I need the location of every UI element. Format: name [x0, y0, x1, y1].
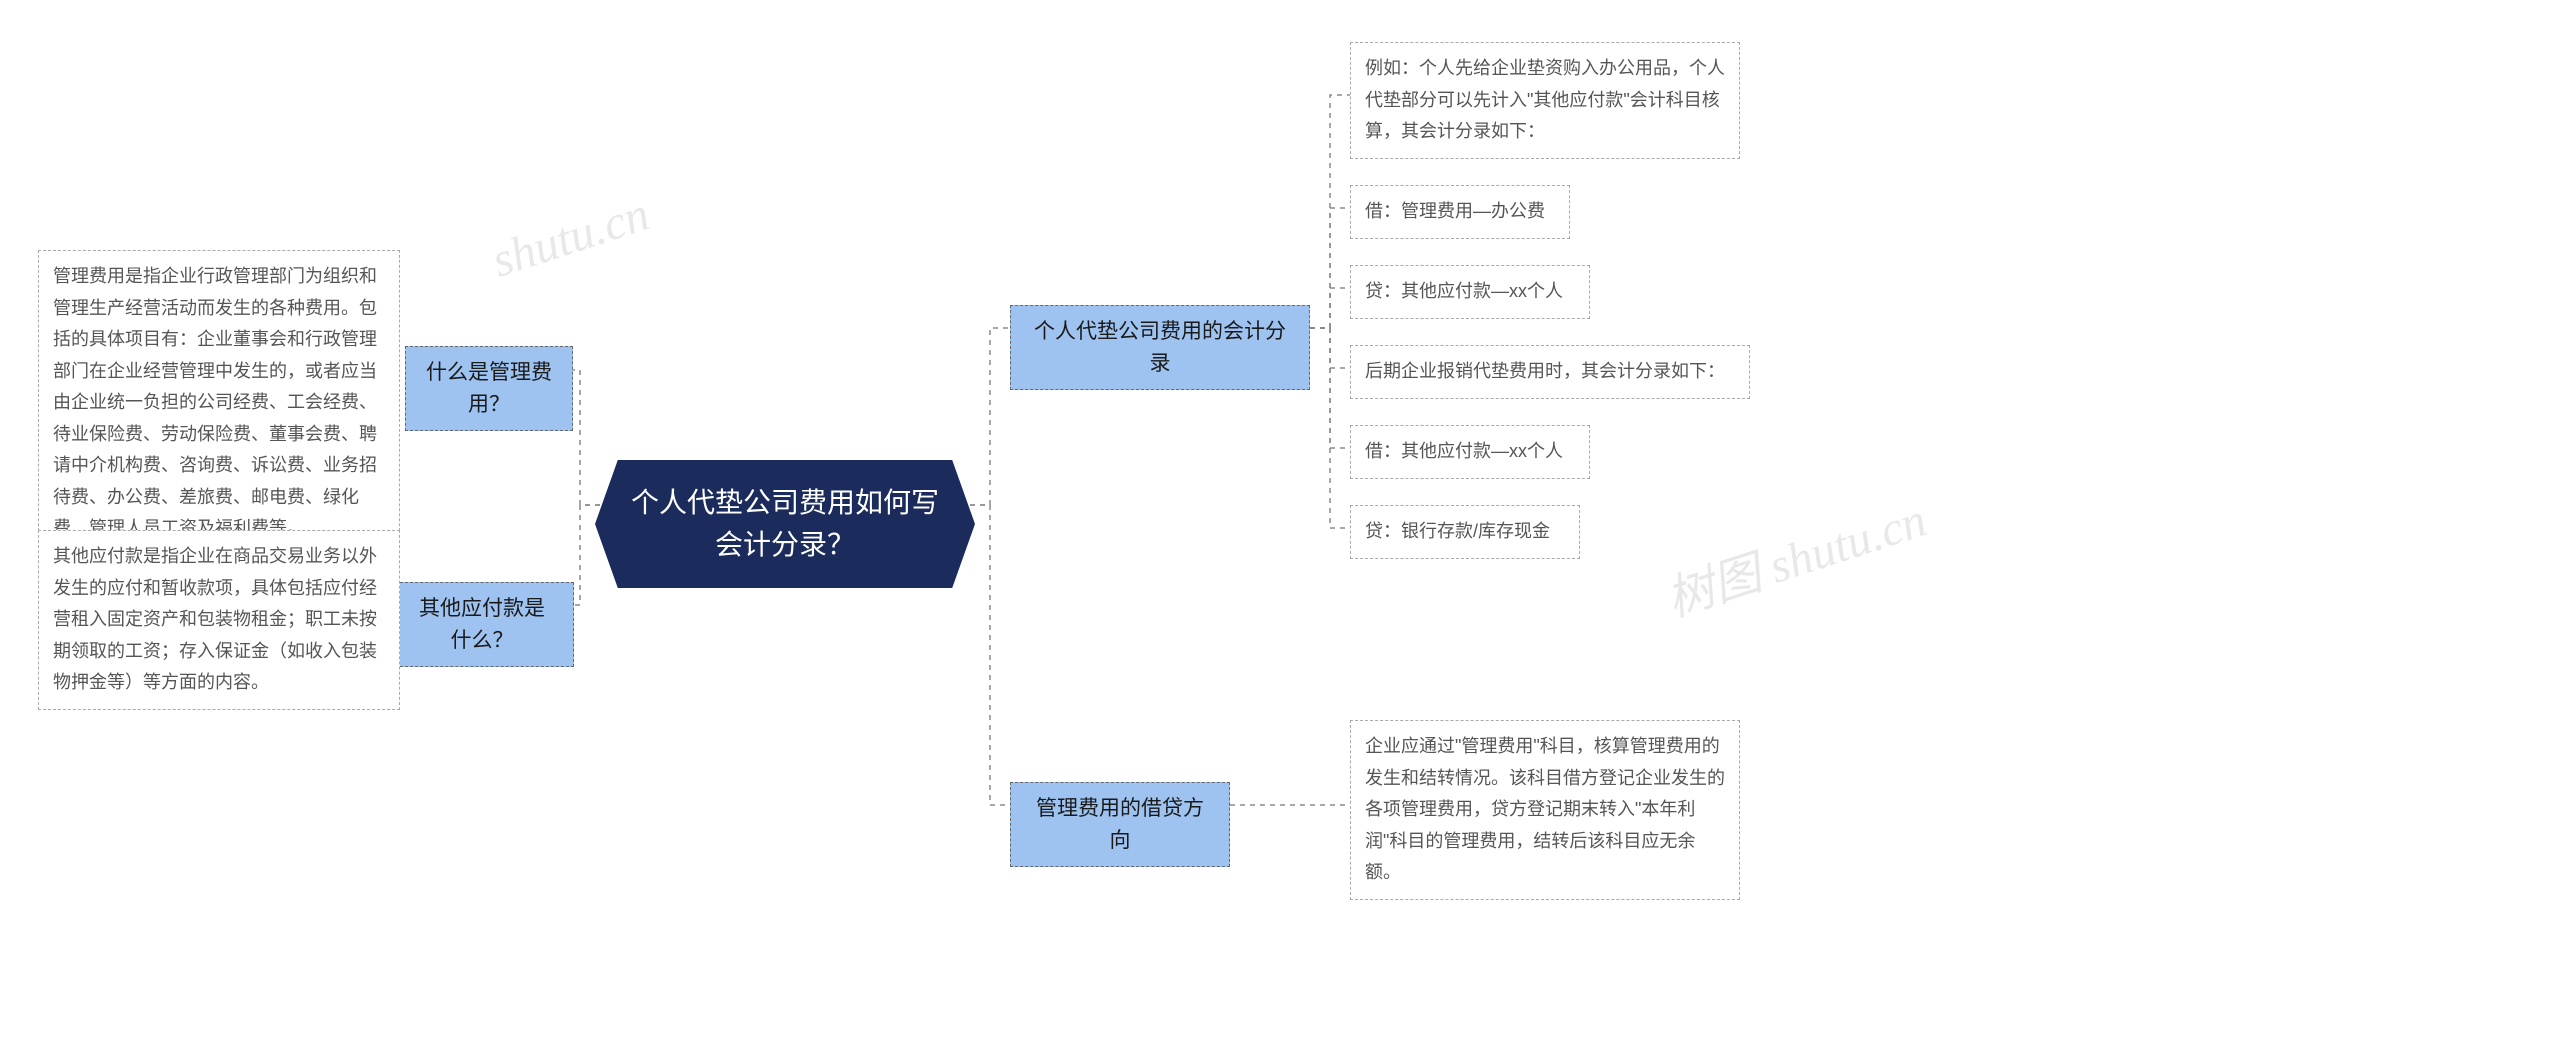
leaf-advance-0: 例如：个人先给企业垫资购入办公用品，个人代垫部分可以先计入"其他应付款"会计科目… [1350, 42, 1740, 159]
branch-personal-advance: 个人代垫公司费用的会计分录 [1010, 305, 1310, 390]
leaf-dr-cr-direction: 企业应通过"管理费用"科目，核算管理费用的发生和结转情况。该科目借方登记企业发生… [1350, 720, 1740, 900]
leaf-advance-2: 贷：其他应付款—xx个人 [1350, 265, 1590, 319]
watermark-1: shutu.cn [485, 186, 655, 288]
leaf-advance-4: 借：其他应付款—xx个人 [1350, 425, 1590, 479]
leaf-mgmt-expense: 管理费用是指企业行政管理部门为组织和管理生产经营活动而发生的各种费用。包括的具体… [38, 250, 400, 556]
branch-other-payables: 其他应付款是什么？ [390, 582, 574, 667]
leaf-advance-5: 贷：银行存款/库存现金 [1350, 505, 1580, 559]
center-node: 个人代垫公司费用如何写 会计分录？ [595, 460, 975, 588]
watermark-2: 树图 shutu.cn [1656, 480, 1934, 630]
leaf-advance-3: 后期企业报销代垫费用时，其会计分录如下： [1350, 345, 1750, 399]
center-title-line2: 会计分录？ [625, 524, 945, 566]
leaf-advance-1: 借：管理费用—办公费 [1350, 185, 1570, 239]
leaf-other-payables: 其他应付款是指企业在商品交易业务以外发生的应付和暂收款项，具体包括应付经营租入固… [38, 530, 400, 710]
branch-mgmt-expense: 什么是管理费用？ [405, 346, 573, 431]
branch-dr-cr-direction: 管理费用的借贷方向 [1010, 782, 1230, 867]
center-title-line1: 个人代垫公司费用如何写 [625, 482, 945, 524]
